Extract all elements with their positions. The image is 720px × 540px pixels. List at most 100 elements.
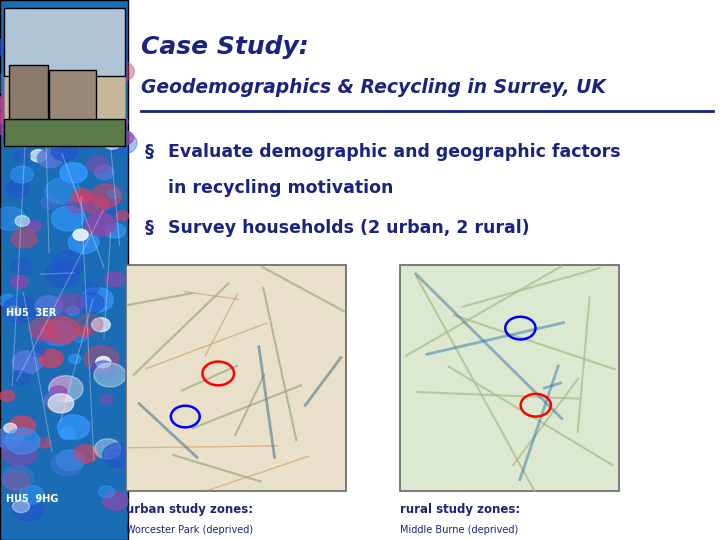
Circle shape (68, 354, 81, 363)
Text: §: § (145, 143, 154, 161)
Circle shape (94, 439, 121, 459)
Text: rural study zones:: rural study zones: (400, 503, 520, 516)
Circle shape (86, 156, 109, 173)
Circle shape (4, 66, 27, 83)
Circle shape (27, 221, 41, 232)
Circle shape (45, 261, 80, 287)
Circle shape (103, 491, 128, 510)
Circle shape (95, 165, 114, 180)
Circle shape (104, 129, 120, 141)
Circle shape (9, 416, 35, 436)
Circle shape (14, 150, 30, 162)
Circle shape (57, 293, 84, 313)
Circle shape (107, 132, 137, 154)
Circle shape (84, 116, 108, 133)
Circle shape (57, 450, 85, 471)
Circle shape (109, 449, 123, 460)
Circle shape (59, 428, 75, 439)
Circle shape (44, 317, 79, 343)
Circle shape (0, 99, 22, 123)
Circle shape (73, 332, 86, 342)
Text: Worcester Park (deprived): Worcester Park (deprived) (126, 525, 253, 535)
Circle shape (30, 345, 45, 356)
Circle shape (0, 207, 25, 230)
Circle shape (89, 195, 119, 217)
FancyBboxPatch shape (9, 65, 48, 140)
Text: Geodemographics & Recycling in Surrey, UK: Geodemographics & Recycling in Surrey, U… (141, 78, 606, 97)
Circle shape (7, 306, 20, 315)
Circle shape (0, 72, 23, 94)
Circle shape (3, 296, 38, 322)
Circle shape (1, 466, 34, 490)
Circle shape (37, 149, 63, 168)
Circle shape (4, 423, 17, 433)
Circle shape (81, 287, 114, 312)
Circle shape (11, 166, 33, 183)
FancyBboxPatch shape (400, 265, 619, 491)
Text: Middle Burne (deprived): Middle Burne (deprived) (400, 525, 518, 535)
Circle shape (69, 175, 81, 184)
Circle shape (77, 326, 91, 336)
Circle shape (11, 275, 28, 288)
Text: Case Study:: Case Study: (141, 35, 309, 59)
Circle shape (114, 131, 134, 145)
Circle shape (66, 306, 79, 315)
FancyBboxPatch shape (4, 8, 125, 76)
Circle shape (32, 325, 55, 342)
Circle shape (45, 393, 70, 412)
Text: Survey households (2 urban, 2 rural): Survey households (2 urban, 2 rural) (168, 219, 530, 237)
Circle shape (35, 296, 63, 316)
Circle shape (6, 52, 22, 64)
Circle shape (106, 223, 125, 238)
Circle shape (100, 394, 113, 404)
Circle shape (41, 195, 59, 209)
Circle shape (91, 318, 110, 332)
Circle shape (14, 28, 37, 45)
Circle shape (40, 18, 73, 43)
Circle shape (45, 112, 60, 123)
Circle shape (0, 390, 14, 402)
Circle shape (107, 128, 122, 139)
Circle shape (77, 192, 91, 202)
Circle shape (84, 195, 109, 214)
Circle shape (102, 443, 135, 468)
Circle shape (37, 437, 50, 448)
Circle shape (12, 500, 30, 512)
Circle shape (67, 197, 89, 213)
Circle shape (11, 258, 32, 274)
Circle shape (45, 178, 80, 204)
Text: HU5  3ER: HU5 3ER (6, 308, 56, 318)
Circle shape (4, 471, 30, 490)
Text: in recycling motivation: in recycling motivation (168, 179, 394, 197)
Circle shape (44, 392, 64, 408)
FancyBboxPatch shape (126, 265, 346, 491)
FancyBboxPatch shape (0, 0, 128, 540)
Circle shape (51, 451, 83, 476)
Circle shape (27, 51, 44, 64)
Circle shape (48, 394, 73, 413)
Circle shape (82, 101, 94, 111)
Circle shape (72, 188, 91, 203)
Circle shape (78, 125, 100, 142)
Circle shape (12, 350, 42, 374)
Circle shape (6, 179, 29, 197)
Circle shape (91, 184, 122, 207)
Text: Evaluate demographic and geographic factors: Evaluate demographic and geographic fact… (168, 143, 621, 161)
Circle shape (0, 111, 27, 137)
Circle shape (76, 70, 109, 95)
Circle shape (52, 251, 85, 275)
Circle shape (0, 294, 16, 307)
Circle shape (0, 428, 23, 449)
Circle shape (85, 213, 116, 236)
Circle shape (12, 229, 37, 248)
Circle shape (51, 141, 78, 161)
Circle shape (19, 485, 44, 504)
Circle shape (30, 150, 47, 162)
Circle shape (58, 415, 90, 439)
Circle shape (103, 136, 122, 149)
Circle shape (1, 98, 32, 122)
FancyBboxPatch shape (4, 119, 125, 146)
Circle shape (87, 124, 114, 144)
Circle shape (29, 318, 58, 339)
Circle shape (0, 99, 23, 124)
